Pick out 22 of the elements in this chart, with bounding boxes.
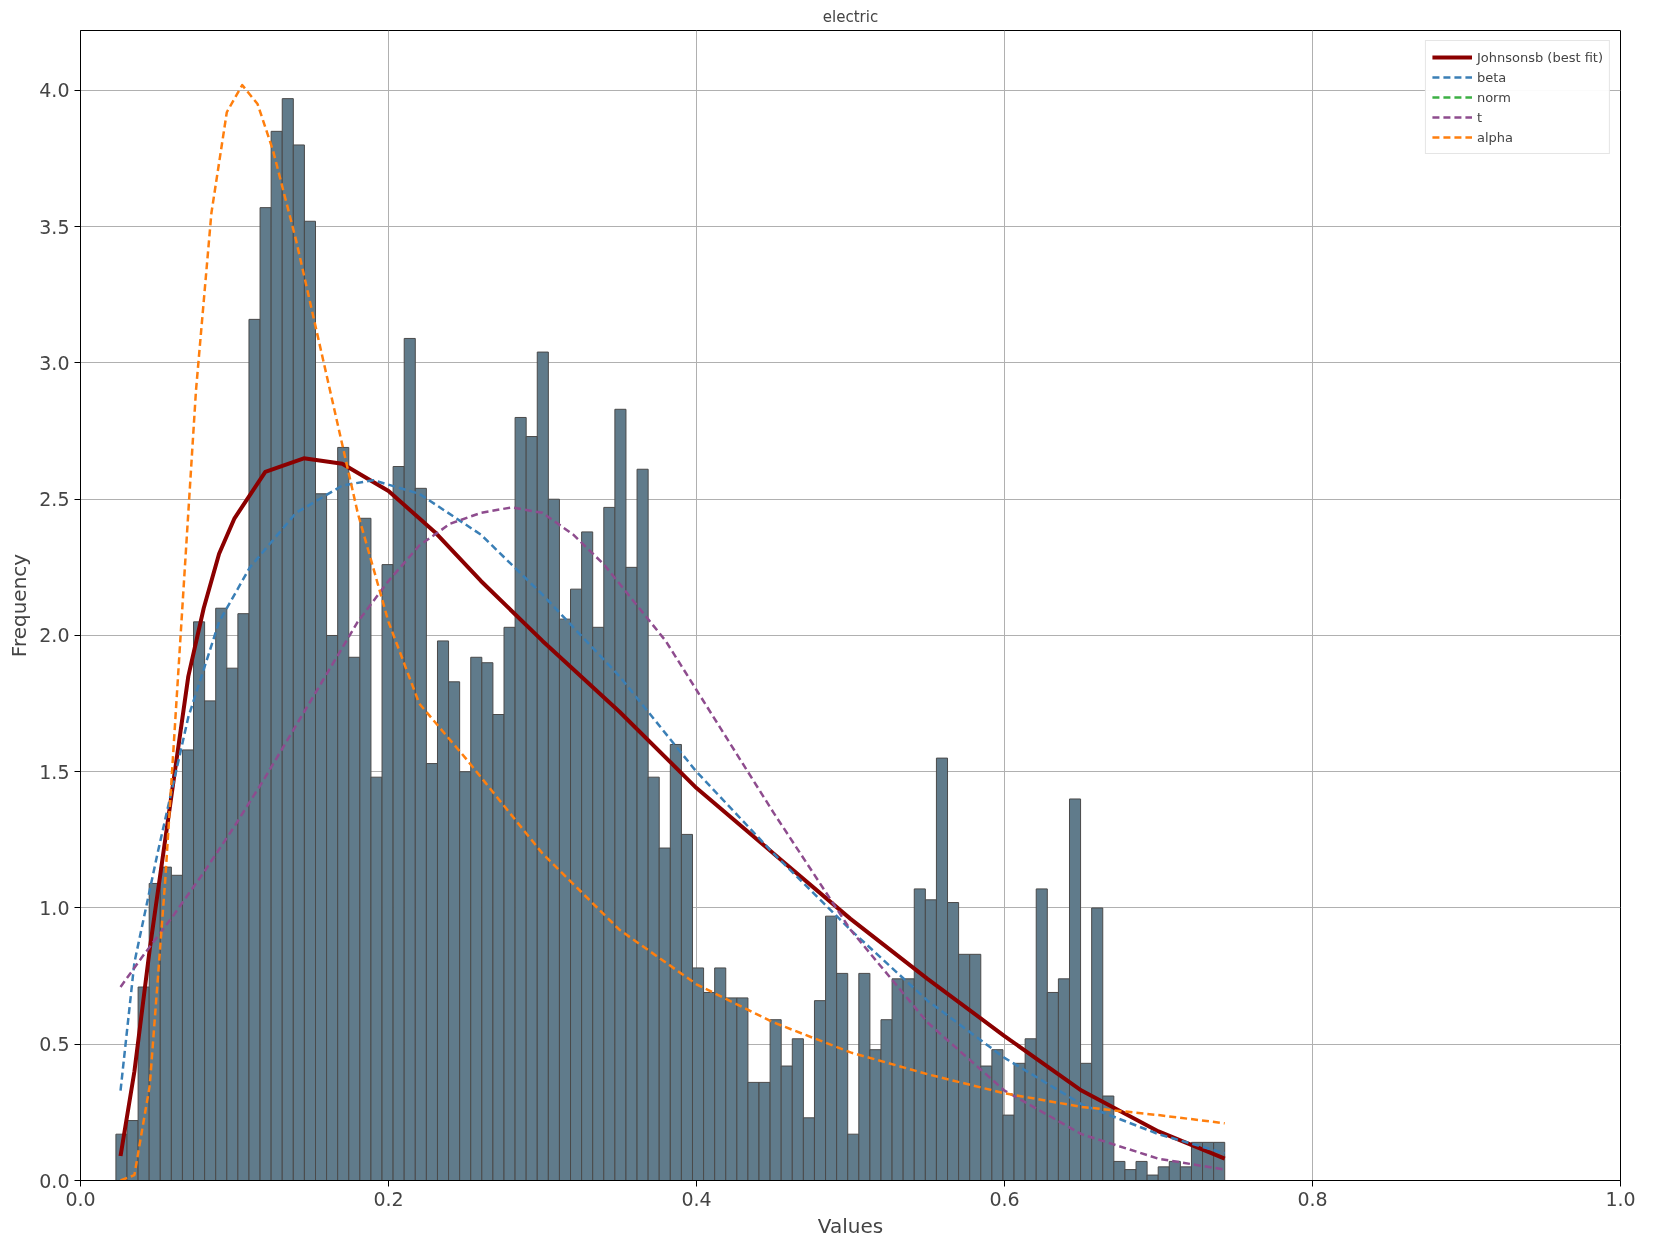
y-tick-label: 1.0	[39, 896, 70, 919]
y-tick-label: 4.0	[39, 79, 70, 102]
x-axis-title: Values	[817, 1213, 884, 1238]
line-series	[119, 83, 1226, 1181]
y-axis-title: Frequency	[7, 553, 32, 658]
legend-label: beta	[1476, 69, 1507, 85]
legend-label: norm	[1476, 89, 1511, 105]
x-tick-label: 0.4	[681, 1187, 712, 1210]
x-tick-label: 0.6	[989, 1187, 1020, 1210]
y-tick-label: 0.5	[39, 1033, 70, 1056]
legend-label: t	[1476, 109, 1484, 125]
chart-title: electric	[822, 7, 879, 26]
y-tick-label: 1.5	[39, 760, 70, 783]
y-tick-label: 2.0	[39, 624, 70, 647]
y-tick-label: 3.0	[39, 351, 70, 374]
legend-label: Johnsonsb (best fit)	[1476, 49, 1603, 65]
y-tick-label: 3.5	[39, 215, 70, 238]
x-tick-label: 0.8	[1297, 1187, 1328, 1210]
x-tick-label: 1.0	[1605, 1187, 1636, 1210]
y-tick-label: 2.5	[39, 488, 70, 511]
x-tick-label: 0.2	[373, 1187, 404, 1210]
legend-label: alpha	[1476, 129, 1513, 145]
